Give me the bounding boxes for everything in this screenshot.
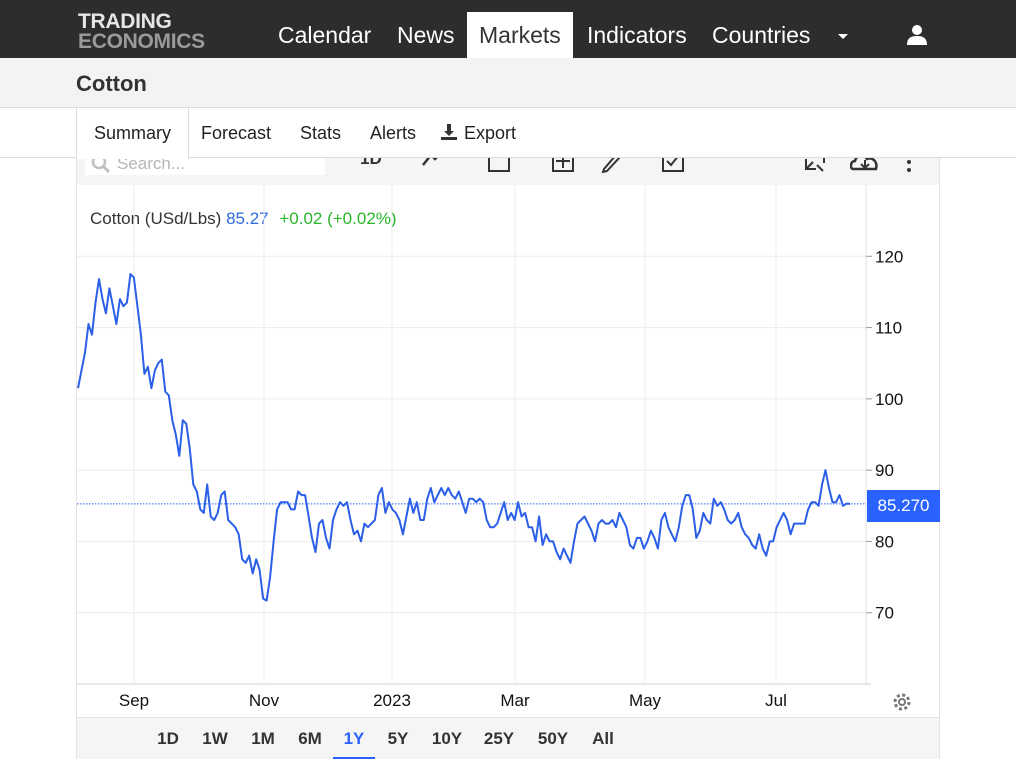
instrument-name: Cotton (USd/Lbs)	[90, 209, 222, 228]
y-tick-label: 90	[875, 461, 894, 480]
user-icon[interactable]	[905, 24, 929, 46]
chart-card: Search... 1D	[76, 150, 940, 759]
range-1w[interactable]: 1W	[202, 729, 228, 748]
nav-countries[interactable]: Countries	[712, 22, 811, 48]
download-icon	[441, 124, 457, 140]
time-range-bar: 1D 1W 1M 6M 1Y 5Y 10Y 25Y 50Y All	[77, 717, 939, 759]
range-6m[interactable]: 6M	[298, 729, 322, 748]
indicators-checkbox-icon[interactable]	[661, 151, 685, 173]
range-5y[interactable]: 5Y	[387, 729, 409, 748]
nav-calendar[interactable]: Calendar	[278, 22, 372, 48]
y-tick-label: 80	[875, 532, 894, 551]
price-series-line	[77, 273, 851, 602]
nav-markets[interactable]: Markets	[467, 12, 573, 58]
tab-bar: Summary Forecast Stats Alerts Export	[0, 108, 1016, 159]
x-tick-label: Nov	[249, 691, 280, 710]
range-1d[interactable]: 1D	[157, 729, 179, 748]
brand-line1: TRADING	[78, 10, 172, 33]
range-10y[interactable]: 10Y	[431, 729, 463, 748]
range-50y[interactable]: 50Y	[537, 729, 569, 748]
brand-line2: ECONOMICS	[78, 30, 205, 53]
more-dropdown-caret-icon[interactable]	[838, 34, 848, 39]
x-tick-label: Mar	[500, 691, 530, 710]
price-chart[interactable]: 70 80 90 100 110 120 Sep Nov 2023 Mar May Jul	[77, 151, 939, 717]
last-price: 85.27	[226, 209, 269, 228]
y-tick-label: 100	[875, 390, 903, 409]
top-navigation: TRADING ECONOMICS Calendar News Markets …	[0, 0, 1016, 58]
x-tick-label: May	[629, 691, 662, 710]
nav-indicators[interactable]: Indicators	[587, 22, 687, 48]
tab-stats[interactable]: Stats	[300, 123, 342, 143]
tab-export-label: Export	[464, 123, 517, 143]
y-tick-label: 110	[875, 319, 902, 338]
y-tick-label: 70	[875, 604, 894, 623]
chart-header: Cotton (USd/Lbs) 85.27 +0.02 (+0.02%)	[90, 209, 397, 229]
price-change: +0.02 (+0.02%)	[279, 209, 397, 228]
range-1y[interactable]: 1Y	[333, 718, 375, 759]
tab-alerts[interactable]: Alerts	[370, 123, 417, 143]
y-tick-label: 120	[875, 247, 903, 266]
last-price-tag: 85.270	[867, 490, 940, 522]
nav-news[interactable]: News	[397, 22, 455, 48]
chart-settings-gear-icon[interactable]	[891, 691, 913, 713]
range-all[interactable]: All	[592, 729, 614, 748]
x-tick-label: Sep	[119, 691, 149, 710]
x-tick-label: Jul	[765, 691, 787, 710]
page-title: Cotton	[76, 71, 147, 96]
tab-summary[interactable]: Summary	[76, 108, 190, 159]
range-1m[interactable]: 1M	[251, 729, 275, 748]
range-25y[interactable]: 25Y	[483, 729, 515, 748]
subheader: Cotton	[0, 58, 1016, 108]
brand-logo[interactable]: TRADING ECONOMICS	[78, 10, 205, 53]
x-tick-label: 2023	[373, 691, 411, 710]
tab-forecast[interactable]: Forecast	[201, 123, 272, 143]
tab-export[interactable]: Export	[423, 108, 533, 158]
